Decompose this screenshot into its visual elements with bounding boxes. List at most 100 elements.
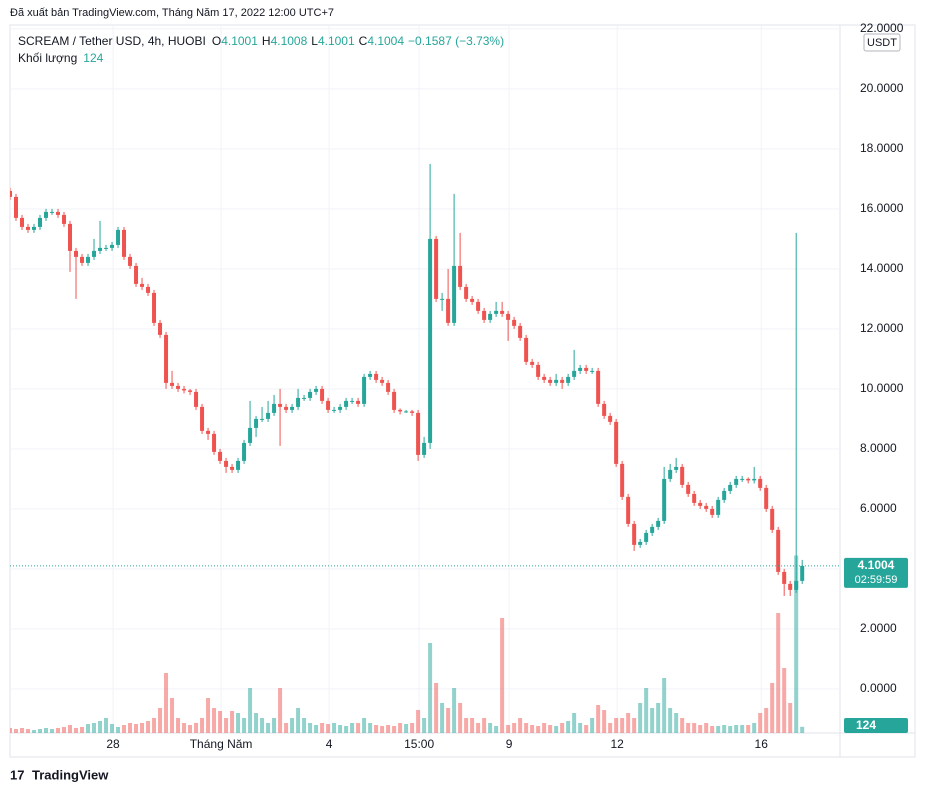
candle-body: [602, 403, 607, 416]
volume-bar: [62, 727, 67, 733]
candle-body: [386, 382, 391, 392]
candle-body: [284, 406, 289, 410]
legend-ohlc-value: 4.1004: [367, 34, 404, 48]
volume-bar: [140, 723, 145, 733]
volume-bar: [542, 723, 547, 733]
candle-body: [320, 388, 325, 401]
candle-body: [314, 388, 319, 392]
volume-bar: [518, 718, 523, 733]
volume-bar: [716, 726, 721, 733]
candle-body: [734, 478, 739, 485]
candle-body: [236, 460, 241, 470]
volume-bar: [422, 718, 427, 733]
candle-body: [200, 406, 205, 431]
candle-body: [62, 214, 67, 224]
legend-ohlc-label: O: [212, 34, 221, 48]
volume-bar: [374, 725, 379, 733]
volume-bar: [446, 708, 451, 733]
volume-bar: [554, 726, 559, 733]
candle-body: [176, 385, 181, 389]
volume-bar: [452, 688, 457, 733]
brand: TradingView: [32, 767, 109, 782]
volume-bar: [26, 729, 31, 733]
candle-body: [80, 256, 85, 263]
volume-bar: [668, 708, 673, 733]
candle-body: [20, 217, 25, 227]
volume-bar: [10, 728, 12, 733]
chart-frame: [9, 24, 916, 758]
candle-body: [764, 487, 769, 509]
y-tick-label: 18.0000: [860, 141, 904, 155]
y-tick-label: 6.0000: [860, 501, 897, 515]
candle-body: [452, 265, 457, 323]
volume-bar: [770, 683, 775, 733]
volume-bar: [44, 728, 49, 733]
candle-body: [368, 373, 373, 377]
volume-bar: [56, 728, 61, 733]
candle-body: [122, 229, 127, 257]
candle-body: [614, 421, 619, 464]
volume-bar: [650, 708, 655, 733]
candle-body: [212, 433, 217, 452]
volume-bar: [686, 723, 691, 733]
volume-bar: [314, 725, 319, 733]
candle-body: [92, 250, 97, 257]
volume-bar: [224, 718, 229, 733]
candle-body: [674, 466, 679, 470]
candle-body: [512, 319, 517, 326]
volume-bar: [710, 726, 715, 733]
candle-body: [404, 411, 409, 413]
volume-bar: [494, 726, 499, 733]
candle-body: [134, 265, 139, 284]
volume-bar: [206, 698, 211, 733]
candle-body: [590, 370, 595, 372]
volume-bar: [266, 723, 271, 733]
y-tick-label: 22.0000: [860, 21, 904, 35]
candle-body: [26, 226, 31, 230]
candle-body: [434, 238, 439, 299]
candle-body: [542, 376, 547, 380]
candle-body: [296, 397, 301, 407]
candle-body: [398, 409, 403, 412]
volume-bar: [578, 723, 583, 733]
candle-body: [656, 520, 661, 527]
candle-body: [44, 211, 49, 218]
volume-bar: [680, 718, 685, 733]
candle-body: [182, 388, 187, 391]
candle-body: [218, 451, 223, 461]
volume-bar: [338, 725, 343, 733]
candle-body: [704, 505, 709, 509]
y-tick-label: 16.0000: [860, 201, 904, 215]
candle-body: [536, 364, 541, 377]
candle-body: [410, 411, 415, 413]
y-tick-label: 20.0000: [860, 81, 904, 95]
candle-body: [332, 409, 337, 411]
volume-bar: [332, 723, 337, 733]
volume-bar: [692, 723, 697, 733]
published-note: Đã xuất bản TradingView.com, Tháng Năm 1…: [10, 7, 334, 19]
legend-ohlc-value: 4.1008: [271, 34, 308, 48]
candle-body: [548, 379, 553, 383]
candle-body: [500, 310, 505, 314]
countdown: 02:59:59: [855, 574, 898, 586]
candle-body: [572, 370, 577, 377]
volume-bar: [200, 718, 205, 733]
candle-body: [458, 265, 463, 287]
candle-body: [194, 391, 199, 407]
volume-bar: [20, 728, 25, 733]
candle-body: [608, 415, 613, 422]
volume-bar: [254, 713, 259, 733]
volume-bar: [398, 723, 403, 733]
candle-body: [716, 499, 721, 515]
candle-body: [596, 370, 601, 404]
legend-ohlc-label: H: [262, 34, 271, 48]
volume-bar: [530, 725, 535, 733]
volume-bar: [164, 673, 169, 733]
volume-bar: [218, 711, 223, 733]
x-tick-label: 4: [326, 737, 333, 751]
volume-bar: [356, 723, 361, 733]
volume-bar: [662, 678, 667, 733]
candle-body: [692, 493, 697, 503]
candle-body: [10, 190, 12, 197]
volume-bar: [248, 688, 253, 733]
